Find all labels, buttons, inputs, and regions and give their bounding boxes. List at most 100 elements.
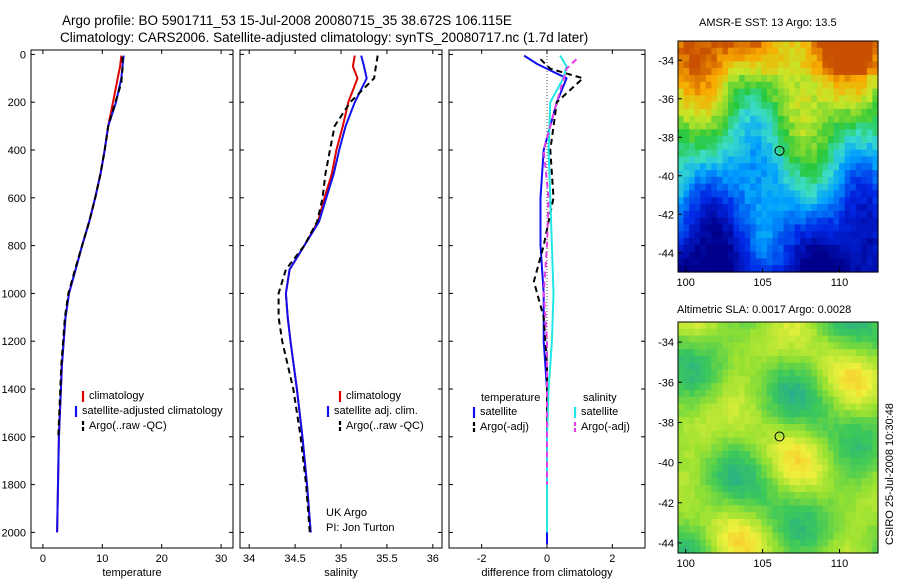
sla-map-cell xyxy=(850,498,857,507)
sst-map-cell xyxy=(850,41,857,49)
sla-map-cell xyxy=(855,451,862,459)
sst-map-cell xyxy=(800,244,807,253)
sla-map-cell xyxy=(844,498,851,507)
sla-map-cell xyxy=(866,505,874,513)
sst-map-cell xyxy=(855,54,862,62)
sla-map-cell xyxy=(739,355,746,364)
sst-map-cell xyxy=(716,176,724,185)
sla-map-cell xyxy=(689,464,696,473)
sla-map-cell xyxy=(872,457,879,466)
sst-map-cell xyxy=(839,163,846,171)
sla-map-cell xyxy=(783,485,790,493)
sla-map-cell xyxy=(800,369,807,377)
sst-map-cell xyxy=(766,217,774,226)
sla-map-cell xyxy=(705,403,712,411)
sla-map-cell xyxy=(866,342,874,350)
sst-map-cell xyxy=(755,197,762,205)
sla-map-cell xyxy=(766,437,774,445)
sst-map-cell xyxy=(805,74,812,83)
sst-map-cell xyxy=(739,47,746,56)
sst-map-cell xyxy=(783,176,790,185)
sst-map-cell xyxy=(728,210,735,219)
sst-map-cell xyxy=(783,183,790,192)
sst-map-cell xyxy=(811,258,818,266)
sla-map-cell xyxy=(872,546,879,554)
sla-map-cell xyxy=(728,464,735,473)
sla-map-cell xyxy=(816,369,824,377)
sst-map-cell xyxy=(711,265,718,273)
sst-map-cell xyxy=(822,122,829,130)
sla-map-cell xyxy=(839,430,846,439)
sla-map-cell xyxy=(872,396,879,405)
sla-map-cell xyxy=(844,546,851,554)
sla-map-cell xyxy=(761,546,768,554)
sst-map-cell xyxy=(739,149,746,158)
sst-map-cell xyxy=(722,163,729,171)
sst-map-cell xyxy=(794,54,801,62)
sla-map-cell xyxy=(833,322,840,330)
sst-map-cell xyxy=(744,47,751,56)
sla-map-cell xyxy=(733,464,740,473)
sla-map-cell xyxy=(739,410,746,418)
sst-map-cell xyxy=(678,176,685,185)
map-y-tick-label: -36 xyxy=(658,377,674,389)
sst-map-cell xyxy=(822,244,829,253)
sst-map-cell xyxy=(772,224,779,232)
sst-map-cell xyxy=(744,190,751,198)
sla-map-cell xyxy=(728,512,735,520)
sst-map-cell xyxy=(783,149,790,158)
sst-map-cell xyxy=(783,136,790,144)
sla-map-cell xyxy=(694,498,701,507)
sst-map-cell xyxy=(733,244,740,253)
sst-map-cell xyxy=(861,231,868,239)
sla-map-cell xyxy=(800,451,807,459)
sst-map-cell xyxy=(861,142,868,151)
sla-map-cell xyxy=(739,430,746,439)
sla-map-cell xyxy=(766,362,774,371)
sla-map-cell xyxy=(728,376,735,384)
sst-map-cell xyxy=(766,41,774,49)
sla-map-cell xyxy=(722,505,729,513)
sst-map-cell xyxy=(778,238,785,246)
sla-map-cell xyxy=(850,396,857,405)
sst-map-cell xyxy=(789,115,796,124)
sla-map-cell xyxy=(855,376,862,384)
sla-map-cell xyxy=(789,335,796,343)
sst-map-cell xyxy=(750,170,757,178)
sst-map-cell xyxy=(844,210,851,219)
sst-map-cell xyxy=(739,74,746,83)
sla-map-cell xyxy=(833,355,840,364)
sla-map-cell xyxy=(800,532,807,541)
sla-map-cell xyxy=(861,389,868,398)
sst-map-cell xyxy=(822,129,829,137)
sla-map-cell xyxy=(689,430,696,439)
x-tick-label: 30 xyxy=(215,553,227,565)
x-tick-label: 35 xyxy=(335,553,347,565)
sst-map-cell xyxy=(778,115,785,124)
sst-map-cell xyxy=(783,115,790,124)
sla-map-cell xyxy=(844,376,851,384)
sst-map-cell xyxy=(783,210,790,219)
sst-map-cell xyxy=(789,136,796,144)
sst-map-cell xyxy=(855,47,862,56)
sla-map-cell xyxy=(772,498,779,507)
sla-map-cell xyxy=(844,512,851,520)
sla-map-cell xyxy=(800,539,807,547)
sst-map-cell xyxy=(766,265,774,273)
sla-map-cell xyxy=(800,512,807,520)
sst-map-cell xyxy=(794,163,801,171)
sst-map-cell xyxy=(716,170,724,178)
sla-map-cell xyxy=(733,396,740,405)
sst-map-cell xyxy=(750,61,757,69)
sla-map-cell xyxy=(694,512,701,520)
sla-map-cell xyxy=(850,491,857,500)
sla-map-cell xyxy=(683,519,690,527)
sla-map-cell xyxy=(844,539,851,547)
sst-map-cell xyxy=(700,88,707,96)
sst-map-cell xyxy=(811,136,818,144)
sst-map-cell xyxy=(683,251,690,260)
sla-map-cell xyxy=(689,369,696,377)
sst-map-cell xyxy=(694,115,701,124)
sst-map-cell xyxy=(794,197,801,205)
sst-map-cell xyxy=(789,176,796,185)
